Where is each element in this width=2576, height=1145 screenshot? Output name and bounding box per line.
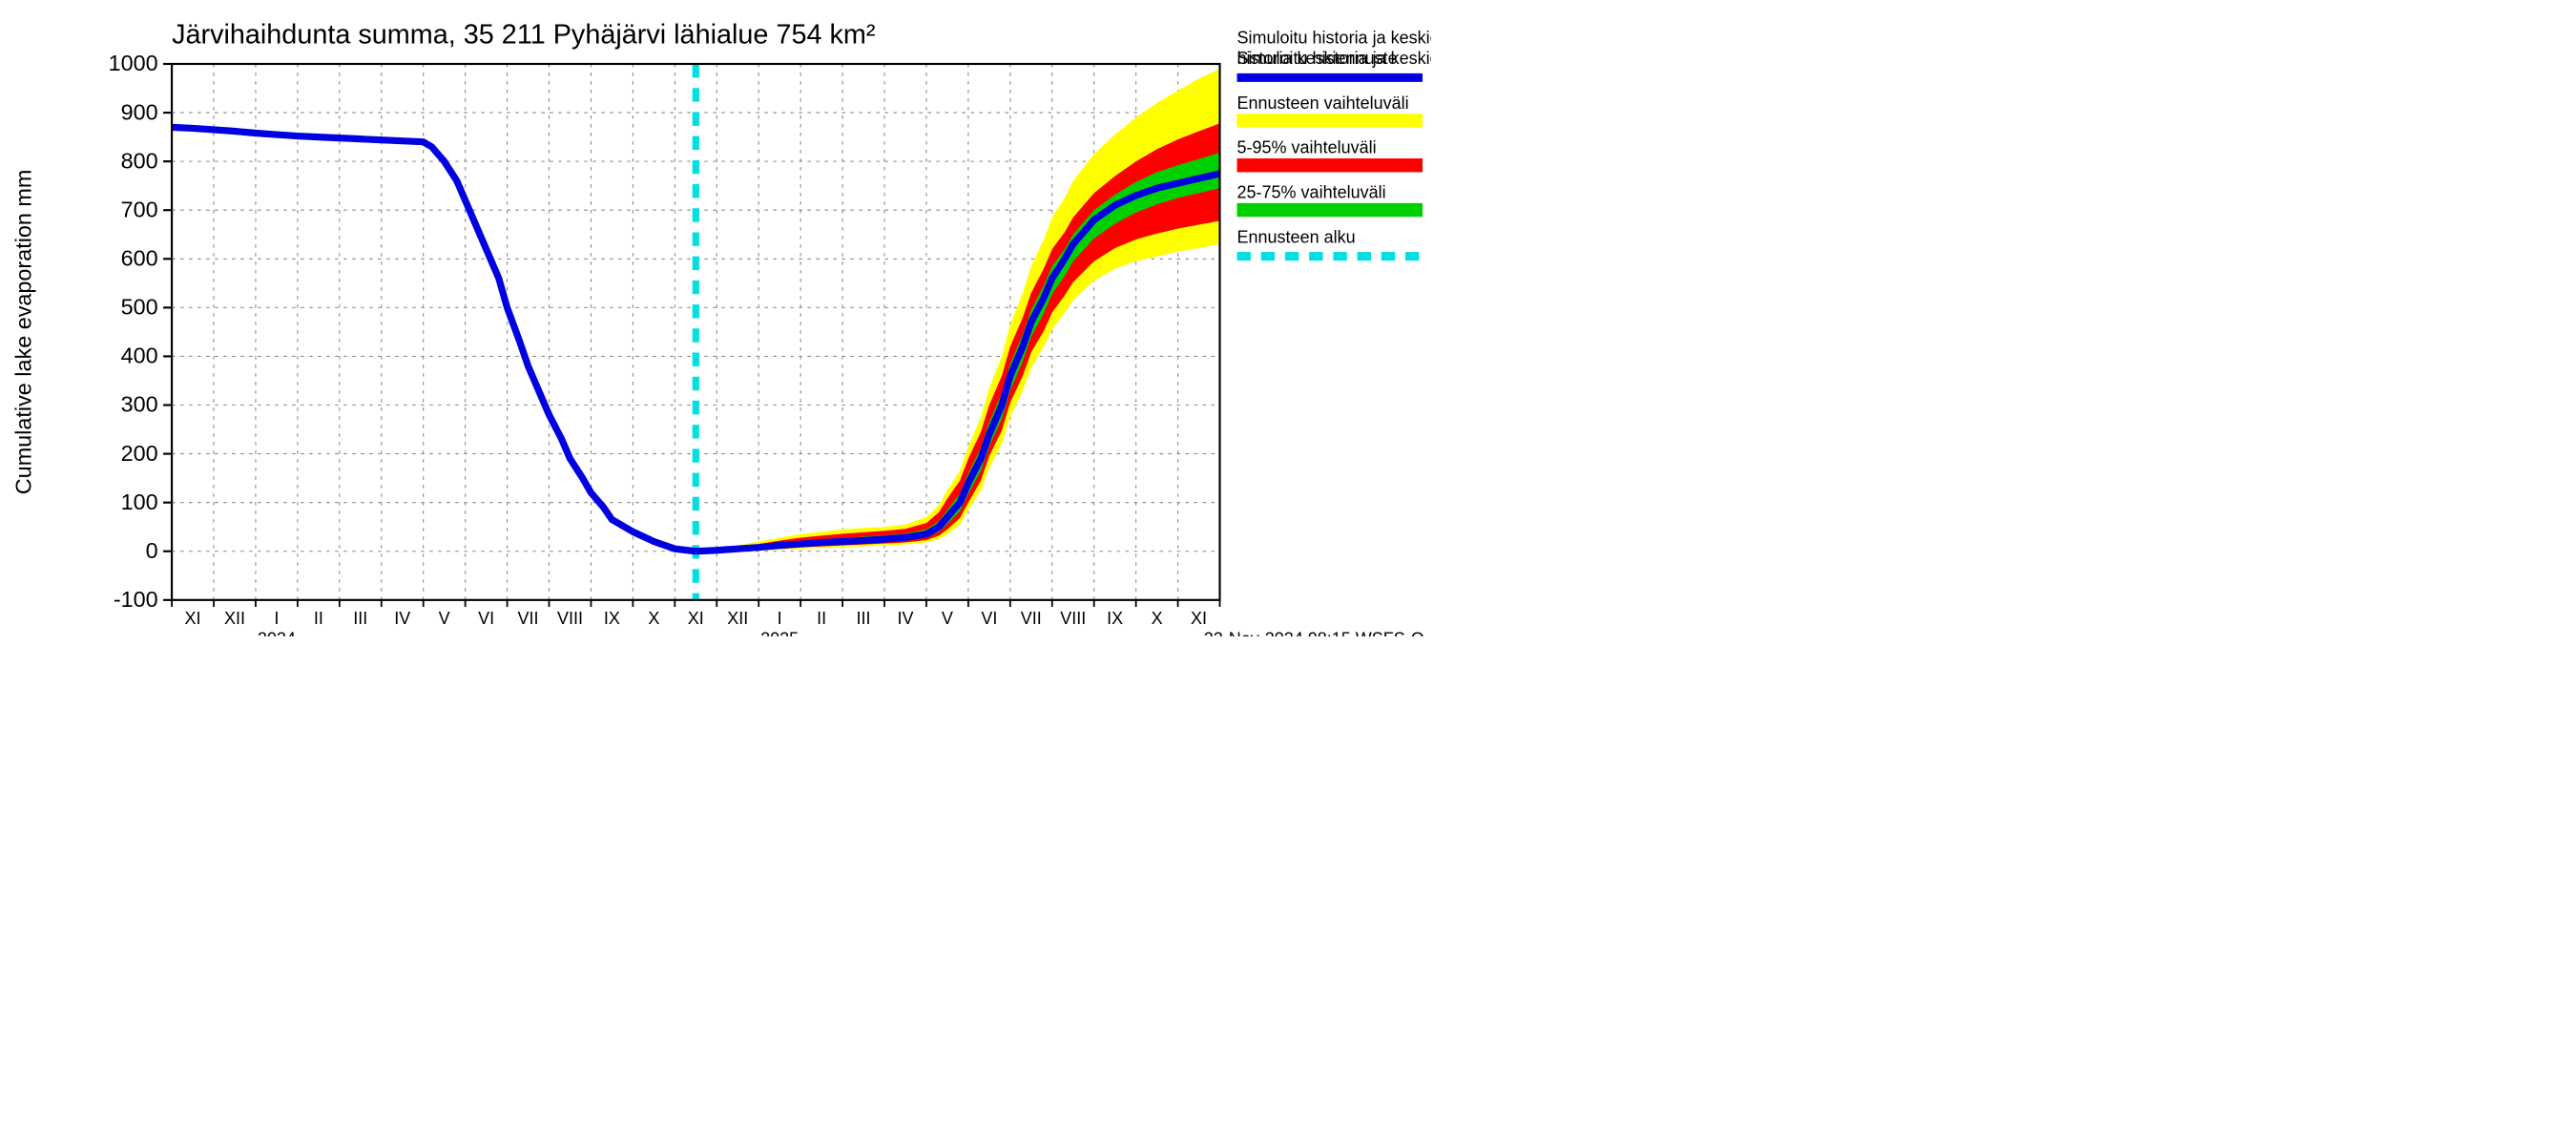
y-tick-label: 400 <box>121 344 158 368</box>
y-tick-label: 600 <box>121 245 158 270</box>
x-month-label: I <box>778 609 782 628</box>
legend-swatch <box>1237 158 1423 172</box>
x-month-label: X <box>1152 609 1163 628</box>
legend-label: 25-75% vaihteluväli <box>1237 182 1386 201</box>
x-month-label: V <box>439 609 450 628</box>
y-tick-label: -100 <box>114 587 158 612</box>
x-year-label: 2025 <box>760 630 799 636</box>
legend-swatch <box>1237 114 1423 127</box>
y-tick-label: 0 <box>146 538 158 563</box>
x-month-label: III <box>857 609 871 628</box>
y-tick-label: 800 <box>121 148 158 173</box>
x-month-label: IX <box>604 609 620 628</box>
x-month-label: XI <box>688 609 704 628</box>
x-month-label: VII <box>1021 609 1042 628</box>
chart-title: Järvihaihdunta summa, 35 211 Pyhäjärvi l… <box>172 19 876 50</box>
x-month-label: XII <box>224 609 245 628</box>
y-axis-label: Cumulative lake evaporation mm <box>10 170 35 495</box>
y-tick-label: 200 <box>121 441 158 466</box>
x-month-label: I <box>274 609 279 628</box>
x-month-label: VIII <box>1060 609 1086 628</box>
x-year-label: 2024 <box>258 630 296 636</box>
legend-label: Simuloitu historia ja keskiennuste <box>1237 28 1431 47</box>
y-tick-label: 1000 <box>109 51 158 75</box>
x-month-label: XI <box>1191 609 1207 628</box>
x-month-label: II <box>817 609 826 628</box>
x-month-label: IX <box>1107 609 1123 628</box>
legend-label: Ennusteen alku <box>1237 227 1356 246</box>
x-month-label: V <box>942 609 953 628</box>
legend-label: Ennusteen vaihteluväli <box>1237 94 1409 113</box>
x-month-label: XI <box>185 609 201 628</box>
x-month-label: VI <box>981 609 997 628</box>
legend-label: 5-95% vaihteluväli <box>1237 138 1377 157</box>
x-month-label: II <box>314 609 323 628</box>
x-month-label: XII <box>727 609 748 628</box>
y-tick-label: 300 <box>121 392 158 417</box>
x-month-label: VIII <box>557 609 583 628</box>
x-month-label: X <box>648 609 659 628</box>
x-month-label: III <box>353 609 367 628</box>
y-tick-label: 100 <box>121 489 158 514</box>
x-month-label: VI <box>478 609 494 628</box>
chart-container: Järvihaihdunta summa, 35 211 Pyhäjärvi l… <box>0 0 1431 636</box>
x-month-label: IV <box>394 609 410 628</box>
timestamp: 22-Nov-2024 08:15 WSFS-O <box>1204 630 1424 636</box>
x-month-label: VII <box>518 609 539 628</box>
chart-svg: Järvihaihdunta summa, 35 211 Pyhäjärvi l… <box>0 0 1431 636</box>
legend-label-line2: historia keskiennuste <box>1237 49 1398 68</box>
x-month-label: IV <box>897 609 913 628</box>
y-tick-label: 500 <box>121 295 158 320</box>
y-tick-label: 900 <box>121 99 158 124</box>
y-tick-label: 700 <box>121 197 158 221</box>
legend-swatch <box>1237 203 1423 217</box>
